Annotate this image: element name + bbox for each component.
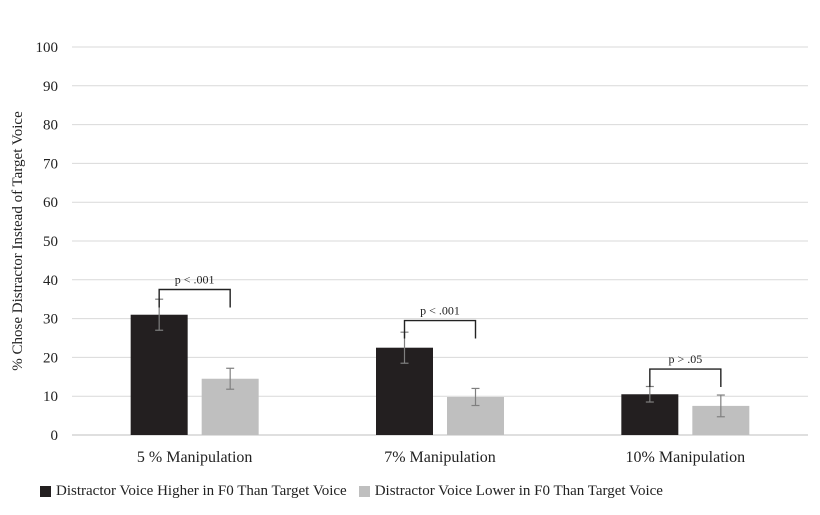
significance-bracket xyxy=(158,288,231,308)
y-tick-label: 70 xyxy=(43,156,58,172)
y-tick-label: 80 xyxy=(43,118,58,134)
significance-label: p > .05 xyxy=(668,352,702,366)
y-tick-label: 0 xyxy=(51,428,59,444)
x-tick-label: 7% Manipulation xyxy=(384,449,496,466)
legend-label-lower: Distractor Voice Lower in F0 Than Target… xyxy=(374,482,663,499)
y-tick-label: 30 xyxy=(43,312,58,328)
y-tick-label: 20 xyxy=(43,350,58,366)
legend-label-higher: Distractor Voice Higher in F0 Than Targe… xyxy=(56,482,347,499)
y-tick-label: 90 xyxy=(43,79,58,95)
x-tick-label: 10% Manipulation xyxy=(626,449,746,466)
y-axis-label: % Chose Distractor Instead of Target Voi… xyxy=(10,111,26,371)
y-tick-label: 40 xyxy=(43,273,58,289)
legend-item-lower: Distractor Voice Lower in F0 Than Target… xyxy=(358,482,663,500)
y-tick-label: 10 xyxy=(43,389,58,405)
y-tick-label: 100 xyxy=(36,40,59,56)
legend: Distractor Voice Higher in F0 Than Targe… xyxy=(40,480,675,502)
significance-label: p < .001 xyxy=(420,304,460,318)
legend-swatch-higher xyxy=(40,485,51,497)
y-tick-label: 50 xyxy=(43,234,58,250)
y-tick-label: 60 xyxy=(43,195,58,211)
legend-item-higher: Distractor Voice Higher in F0 Than Targe… xyxy=(40,483,347,500)
significance-bracket xyxy=(403,319,477,339)
significance-label: p < .001 xyxy=(175,273,215,287)
x-tick-label: 5 % Manipulation xyxy=(137,449,253,466)
legend-swatch-lower xyxy=(358,485,370,497)
bar xyxy=(130,314,188,435)
significance-bracket xyxy=(649,368,722,388)
